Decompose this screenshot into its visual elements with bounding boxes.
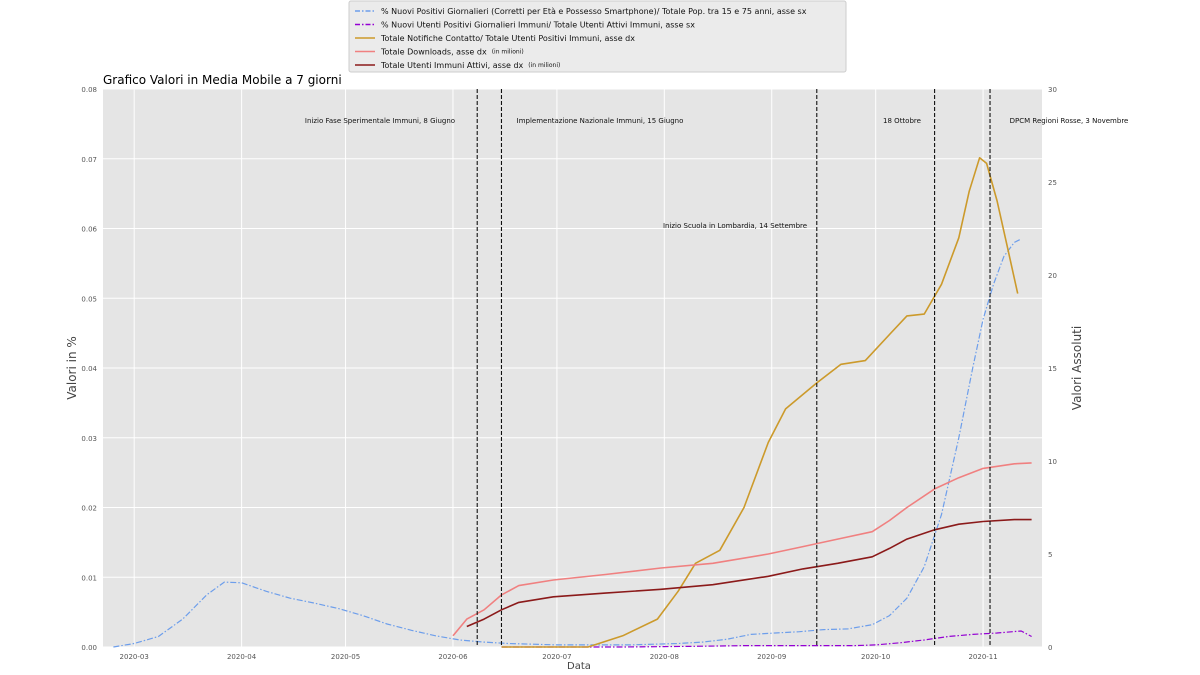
legend-label: Totale Downloads, asse dx (380, 48, 487, 57)
event-label: Implementazione Nazionale Immuni, 15 Giu… (517, 117, 684, 125)
event-label: Inizio Scuola in Lombardia, 14 Settembre (663, 222, 807, 230)
x-tick: 2020-06 (438, 653, 468, 661)
event-label: 18 Ottobre (883, 117, 921, 125)
y-tick-left: 0.03 (81, 435, 97, 443)
x-tick: 2020-11 (968, 653, 997, 661)
y-tick-left: 0.02 (81, 505, 97, 513)
series-line-1 (113, 238, 1022, 648)
series-line-5 (466, 518, 1032, 628)
y-tick-left: 0.06 (81, 226, 97, 234)
chart-title: Grafico Valori in Media Mobile a 7 giorn… (103, 73, 342, 87)
y-axis-label-right: Valori Assoluti (1070, 326, 1084, 410)
vline-layer: Inizio Fase Sperimentale Immuni, 8 Giugn… (305, 89, 1128, 647)
y-tick-right: 5 (1048, 551, 1052, 559)
y-axis-label-left: Valori in % (65, 336, 79, 400)
y-tick-right: 0 (1048, 644, 1052, 652)
x-tick: 2020-03 (120, 653, 149, 661)
y-tick-right: 25 (1048, 179, 1057, 187)
y-tick-right: 20 (1048, 272, 1057, 280)
legend-label: Totale Utenti Immuni Attivi, asse dx (380, 61, 524, 70)
event-label: DPCM Regioni Rosse, 3 Novembre (1010, 117, 1129, 125)
legend-label: % Nuovi Utenti Positivi Giornalieri Immu… (381, 21, 695, 30)
legend: % Nuovi Positivi Giornalieri (Corretti p… (348, 0, 847, 73)
legend-box (348, 0, 847, 73)
x-tick: 2020-07 (542, 653, 571, 661)
series-line-2 (501, 630, 1032, 648)
x-tick: 2020-05 (331, 653, 360, 661)
legend-label: % Nuovi Positivi Giornalieri (Corretti p… (381, 7, 807, 16)
x-tick: 2020-08 (650, 653, 679, 661)
series-line-4 (452, 462, 1032, 637)
x-axis-label: Data (567, 661, 591, 672)
y-tick-left: 0.04 (81, 365, 97, 373)
y-tick-right: 10 (1048, 458, 1057, 466)
y-tick-left: 0.01 (81, 574, 97, 582)
y-tick-left: 0.05 (81, 295, 97, 303)
y-tick-left: 0.08 (81, 86, 97, 94)
x-tick: 2020-09 (757, 653, 786, 661)
y-tick-left: 0.07 (81, 156, 97, 164)
axes: 0.00 0.01 0.02 0.03 0.04 0.05 0.06 0.07 0.08 0 5 10… (81, 86, 1057, 661)
y-tick-left: 0.00 (81, 644, 97, 652)
event-label: Inizio Fase Sperimentale Immuni, 8 Giugn… (305, 117, 455, 125)
legend-label: Totale Notifiche Contatto/ Totale Utenti… (380, 34, 635, 43)
legend-note: (in milioni) (492, 49, 524, 56)
y-tick-right: 30 (1048, 86, 1057, 94)
series-layer (113, 157, 1032, 648)
x-tick: 2020-10 (861, 653, 890, 661)
x-tick: 2020-04 (227, 653, 257, 661)
y-tick-right: 15 (1048, 365, 1057, 373)
series-line-3 (501, 157, 1019, 648)
legend-note: (in milioni) (528, 62, 560, 69)
